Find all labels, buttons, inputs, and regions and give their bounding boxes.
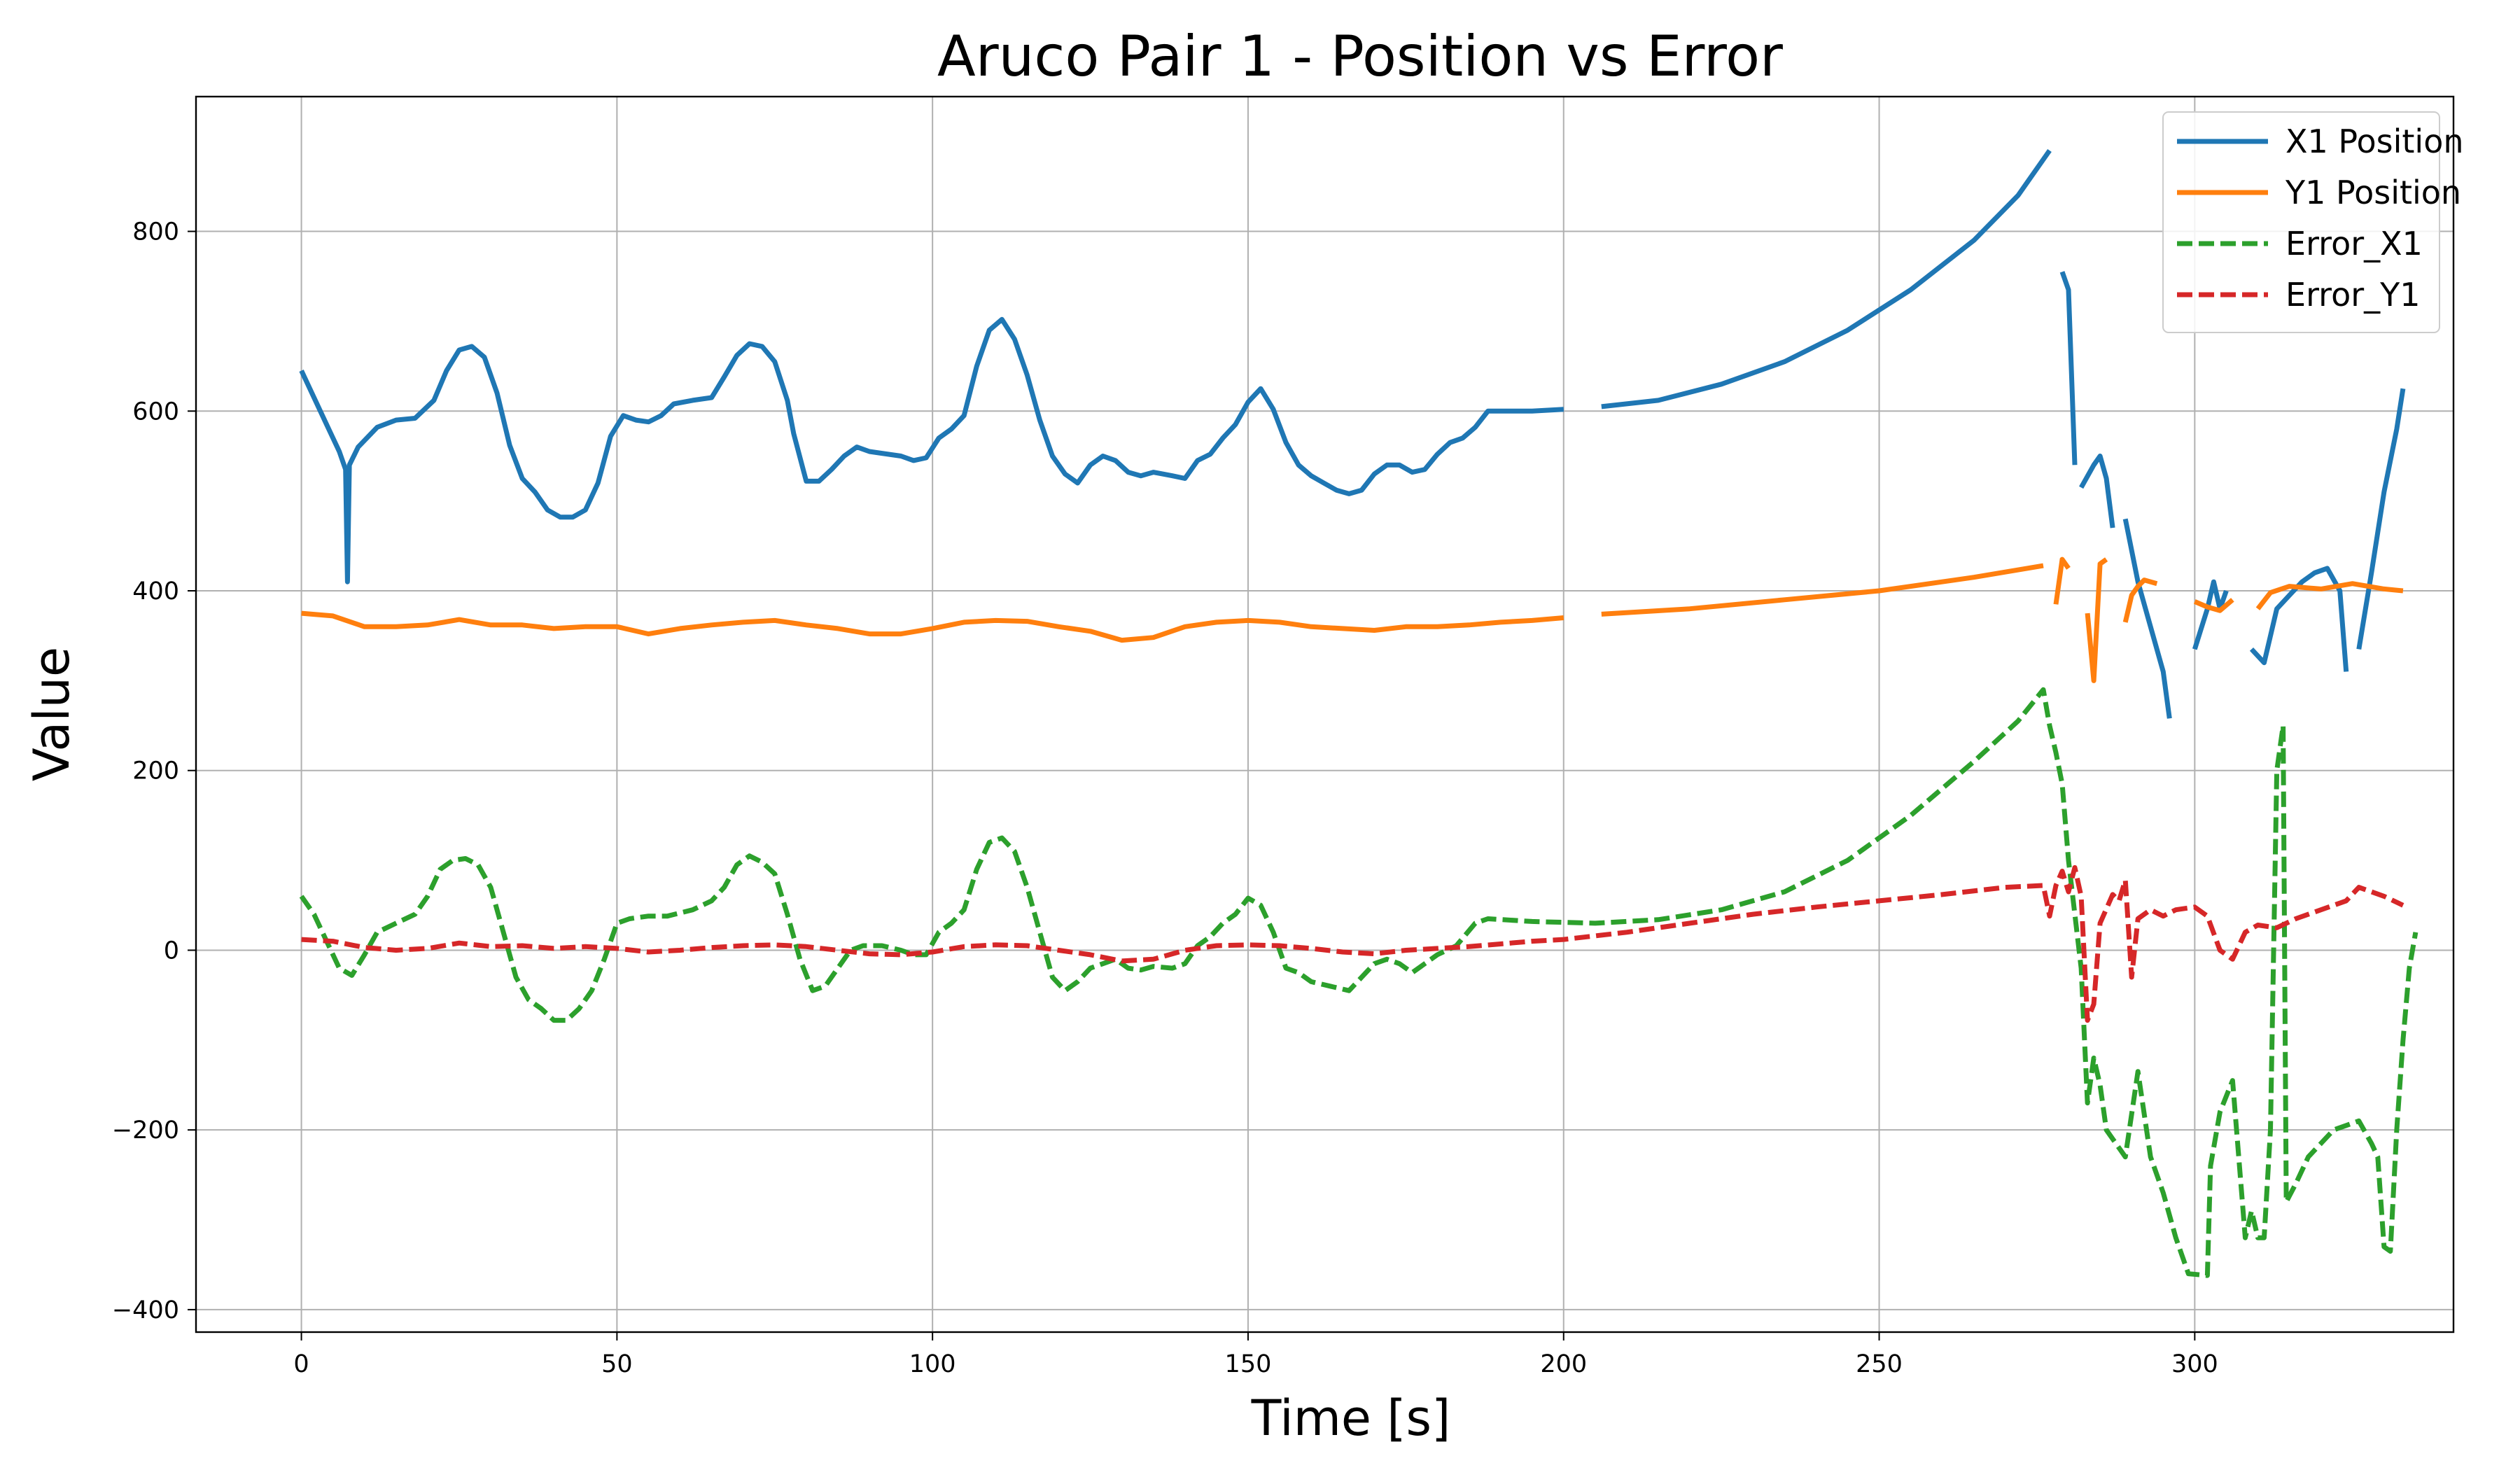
x-tick-label: 250 — [1856, 1350, 1903, 1378]
series-layer — [299, 148, 2418, 1278]
legend-box — [2162, 111, 2440, 333]
series-line-error-x1 — [299, 687, 2418, 1278]
y-tick-label: −200 — [112, 1116, 179, 1144]
legend-label: Error_Y1 — [2286, 276, 2421, 314]
series-line-y1-position — [301, 556, 2404, 683]
y-tick-label: 0 — [164, 937, 179, 965]
y-tick-label: 600 — [132, 398, 179, 426]
x-axis-label: Time [s] — [1251, 1390, 1451, 1447]
x-tick-label: 200 — [1540, 1350, 1587, 1378]
x-tick-label: 100 — [909, 1350, 956, 1378]
y-tick-label: 400 — [132, 578, 179, 606]
series-line-x1-position — [299, 148, 2406, 719]
x-tick-label: 50 — [601, 1350, 633, 1378]
y-tick-label: 200 — [132, 757, 179, 785]
y-tick-label: −400 — [112, 1296, 179, 1324]
chart-title: Aruco Pair 1 - Position vs Error — [937, 24, 1783, 89]
legend-label: X1 Position — [2286, 122, 2464, 160]
legend-label: Error_X1 — [2286, 225, 2423, 262]
axis-ticks: 0 50 100 150 200 250 300 −400 −200 0 200 400 600 800 — [112, 218, 2218, 1378]
legend-label: Y1 Position — [2285, 174, 2461, 211]
x-tick-label: 300 — [2171, 1350, 2218, 1378]
legend: X1 Position Y1 Position Error_X1 Error_Y1 — [2162, 111, 2464, 333]
y-axis-label: Value — [23, 647, 80, 781]
plot-frame — [195, 95, 2455, 1334]
x-tick-label: 0 — [293, 1350, 309, 1378]
series-line-error-y1 — [301, 864, 2404, 1023]
y-tick-label: 800 — [132, 218, 179, 246]
x-tick-label: 150 — [1225, 1350, 1272, 1378]
